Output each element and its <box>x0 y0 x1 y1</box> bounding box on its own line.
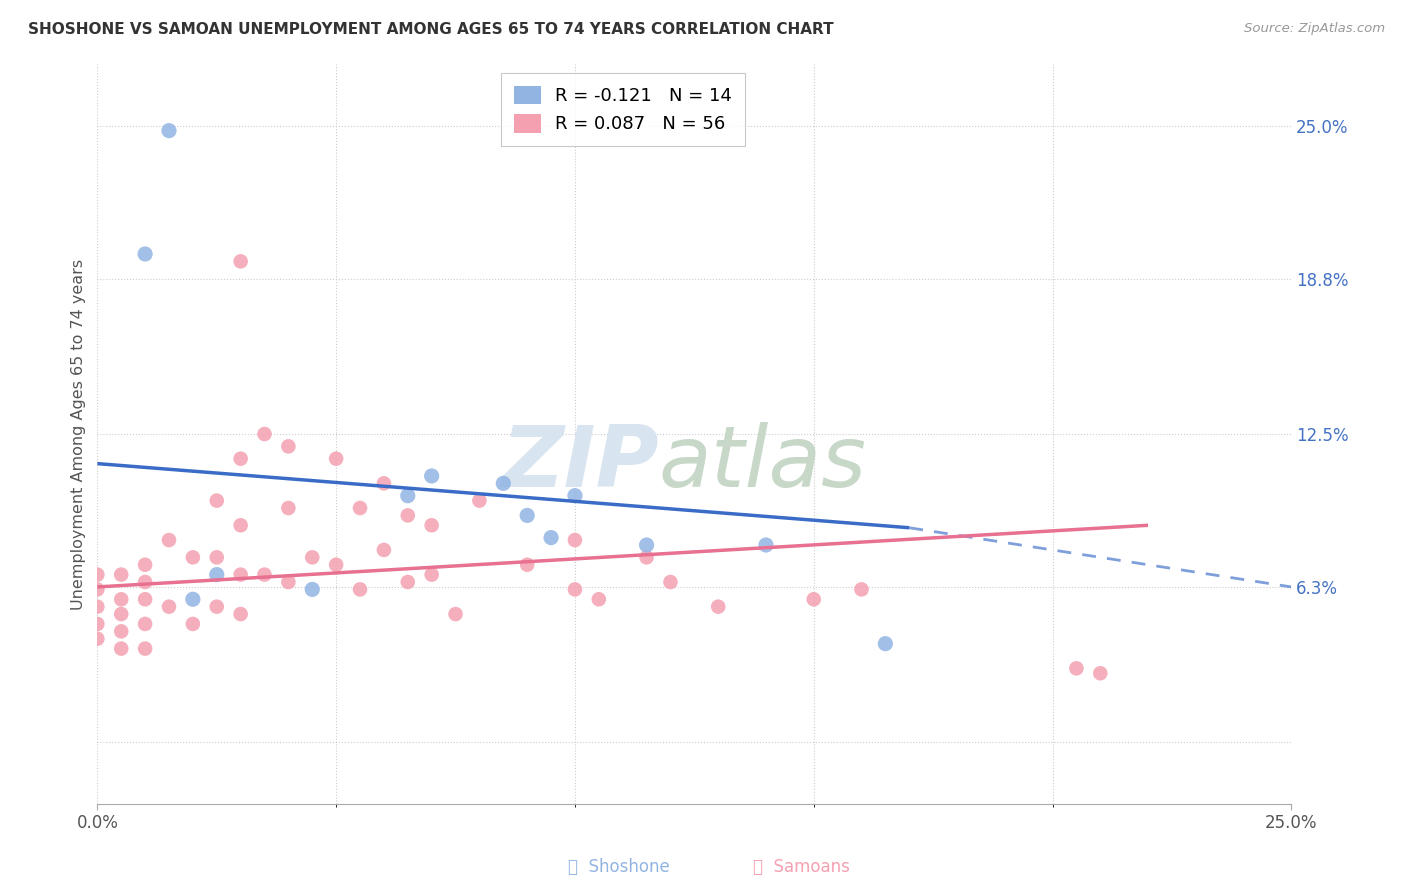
Point <box>277 574 299 589</box>
Point <box>110 607 132 621</box>
Point <box>134 616 156 631</box>
Point <box>588 592 610 607</box>
Point <box>134 247 156 261</box>
Point <box>134 574 156 589</box>
Point <box>875 637 897 651</box>
Point <box>420 469 443 483</box>
Point <box>444 607 467 621</box>
Point <box>253 427 276 442</box>
Text: Source: ZipAtlas.com: Source: ZipAtlas.com <box>1244 22 1385 36</box>
Point <box>181 592 204 607</box>
Point <box>229 567 252 582</box>
Point <box>205 599 228 614</box>
Legend: R = -0.121   N = 14, R = 0.087   N = 56: R = -0.121 N = 14, R = 0.087 N = 56 <box>501 73 745 146</box>
Point <box>86 582 108 597</box>
Point <box>205 493 228 508</box>
Point <box>1066 661 1088 675</box>
Point <box>851 582 873 597</box>
Point <box>636 550 658 565</box>
Point <box>1090 666 1112 681</box>
Point <box>564 533 586 547</box>
Point <box>229 254 252 268</box>
Point <box>157 123 180 137</box>
Point <box>181 616 204 631</box>
Point <box>373 476 395 491</box>
Point <box>181 550 204 565</box>
Point <box>468 493 491 508</box>
Point <box>420 518 443 533</box>
Point <box>229 518 252 533</box>
Point <box>540 531 562 545</box>
Point <box>349 501 371 516</box>
Point <box>396 489 419 503</box>
Point <box>277 439 299 453</box>
Text: SHOSHONE VS SAMOAN UNEMPLOYMENT AMONG AGES 65 TO 74 YEARS CORRELATION CHART: SHOSHONE VS SAMOAN UNEMPLOYMENT AMONG AG… <box>28 22 834 37</box>
Point <box>229 451 252 466</box>
Point <box>755 538 778 552</box>
Point <box>373 543 395 558</box>
Point <box>564 489 586 503</box>
Point <box>157 599 180 614</box>
Point <box>707 599 730 614</box>
Point <box>134 641 156 656</box>
Point <box>110 592 132 607</box>
Point <box>396 574 419 589</box>
Point <box>110 567 132 582</box>
Point <box>516 508 538 523</box>
Point <box>396 508 419 523</box>
Point <box>205 567 228 582</box>
Point <box>134 592 156 607</box>
Point <box>110 624 132 639</box>
Point <box>516 558 538 572</box>
Point <box>564 582 586 597</box>
Y-axis label: Unemployment Among Ages 65 to 74 years: Unemployment Among Ages 65 to 74 years <box>72 259 86 609</box>
Point <box>803 592 825 607</box>
Point <box>301 582 323 597</box>
Text: atlas: atlas <box>658 422 866 505</box>
Text: ⬛  Shoshone: ⬛ Shoshone <box>568 858 669 876</box>
Point <box>86 632 108 646</box>
Point <box>110 641 132 656</box>
Point <box>492 476 515 491</box>
Point <box>86 599 108 614</box>
Point <box>157 533 180 547</box>
Point <box>325 451 347 466</box>
Point <box>301 550 323 565</box>
Point <box>277 501 299 516</box>
Point <box>205 550 228 565</box>
Point <box>659 574 682 589</box>
Point <box>325 558 347 572</box>
Text: ⬛  Samoans: ⬛ Samoans <box>754 858 849 876</box>
Point <box>420 567 443 582</box>
Text: ZIP: ZIP <box>501 422 658 505</box>
Point <box>86 567 108 582</box>
Point <box>253 567 276 582</box>
Point <box>86 616 108 631</box>
Point <box>636 538 658 552</box>
Point <box>229 607 252 621</box>
Point <box>349 582 371 597</box>
Point <box>134 558 156 572</box>
